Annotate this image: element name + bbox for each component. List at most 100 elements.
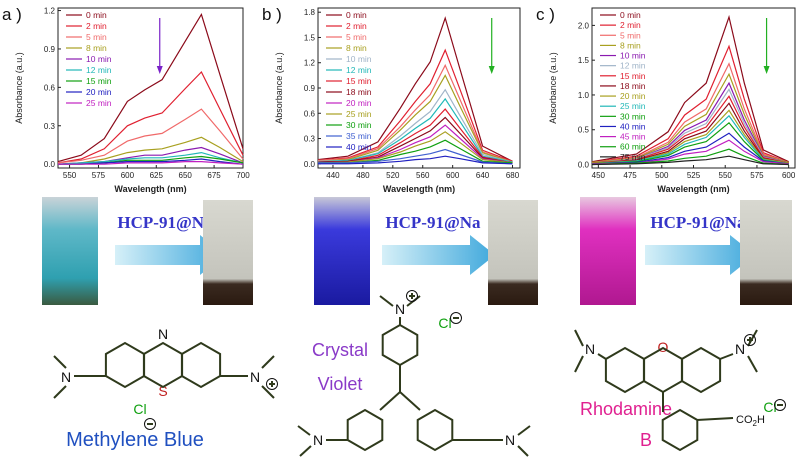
legend-label: 40 min [620,121,646,131]
legend-label: 35 min [346,131,372,141]
legend-label: 5 min [86,32,107,42]
y-tick-label: 0.3 [304,135,316,144]
legend-label: 75 min [620,152,646,162]
series-line [591,139,789,165]
legend-label: 5 min [346,32,367,42]
structures: N S N N Cl Methylene Blue N Cl N N Cryst… [61,301,777,451]
molecule-name: Violet [318,374,363,394]
legend-label: 12 min [346,65,372,75]
x-tick-label: 640 [476,171,490,180]
atom-label: Cl [438,315,451,331]
series-line [57,70,244,164]
charge [744,334,756,346]
legend-label: 8 min [346,43,367,53]
charge [266,378,278,390]
series-line [57,108,244,164]
series-line [591,132,789,165]
legend-label: 2 min [346,21,367,31]
trend-arrow-head [488,66,495,74]
series-line [317,16,513,162]
charge [450,312,462,324]
bond [574,355,584,373]
arrow [645,235,755,275]
series-line [57,12,244,163]
atom-label: N [395,301,405,317]
bond [517,445,529,457]
bond [597,353,607,360]
legend-label: 15 min [86,76,112,86]
atom-label: Cl [763,399,776,415]
trend-arrow-head [156,66,163,74]
legend-label: 25 min [620,101,646,111]
bond [399,391,421,411]
adsorbent-label: HCP-91@Na [117,213,213,232]
x-tick-label: 500 [655,171,669,180]
panel-label: c ) [536,5,555,24]
ring [346,408,384,452]
series-line [591,148,789,166]
y-axis-label: Absorbance (a.u.) [274,52,284,124]
legend-label: 25 min [86,98,112,108]
x-tick-label: 475 [623,171,637,180]
x-tick-label: 600 [446,171,460,180]
atom-label: N [735,341,745,357]
molecule-name: B [640,430,652,450]
legend-label: 30 min [620,111,646,121]
molecule-name: Crystal [312,340,368,360]
x-tick-label: 520 [386,171,400,180]
x-tick-label: 560 [416,171,430,180]
charge [144,418,156,430]
legend-label: 2 min [86,21,107,31]
atom-label: S [158,383,167,399]
x-tick-label: 450 [592,171,606,180]
y-tick-label: 0.0 [44,160,56,169]
legend-label: 18 min [620,81,646,91]
atom-label: N [61,369,71,385]
bond [53,385,67,399]
legend-label: 2 min [620,20,641,30]
ring [604,346,646,394]
y-axis-label: Absorbance (a.u.) [14,52,24,124]
bond [517,425,531,436]
legend-label: 25 min [346,109,372,119]
legend-label: 0 min [86,10,107,20]
legend-label: 20 min [86,87,112,97]
x-tick-label: 575 [750,171,764,180]
vial-photo [314,197,370,305]
y-axis-label: Absorbance (a.u.) [548,52,558,124]
x-tick-label: 680 [506,171,520,180]
atom-label: N [158,326,168,342]
y-tick-label: 0.6 [44,83,56,92]
x-tick-label: 650 [179,171,193,180]
atom-label: CO [736,414,753,426]
y-tick-label: 1.8 [304,8,316,17]
legend-label: 15 min [346,76,372,86]
legend-label: 18 min [346,87,372,97]
atom-label: H [757,414,765,426]
atom-label: N [585,341,595,357]
y-tick-label: 0.6 [304,109,316,118]
series-line [591,102,789,164]
atom-label: N [505,432,515,448]
y-tick-label: 1.5 [304,33,316,42]
ring [661,408,699,452]
x-tick-label: 440 [326,171,340,180]
series-line [317,131,513,164]
panel-label: a ) [2,5,22,24]
bond [261,385,275,399]
x-tick-label: 600 [121,171,135,180]
series-line [58,161,244,165]
series-line [318,148,513,165]
molecule-name: Methylene Blue [66,429,204,451]
series-line [317,48,513,162]
y-tick-label: 1.2 [44,7,56,16]
legend-label: 0 min [620,10,641,20]
series-line [591,88,789,164]
x-tick-label: 550 [719,171,733,180]
charge [406,290,418,302]
legend-label: 10 min [346,54,372,64]
y-tick-label: 0.0 [304,160,316,169]
x-tick-label: 525 [687,171,701,180]
series-line [317,116,513,164]
vial-photo [42,197,98,305]
